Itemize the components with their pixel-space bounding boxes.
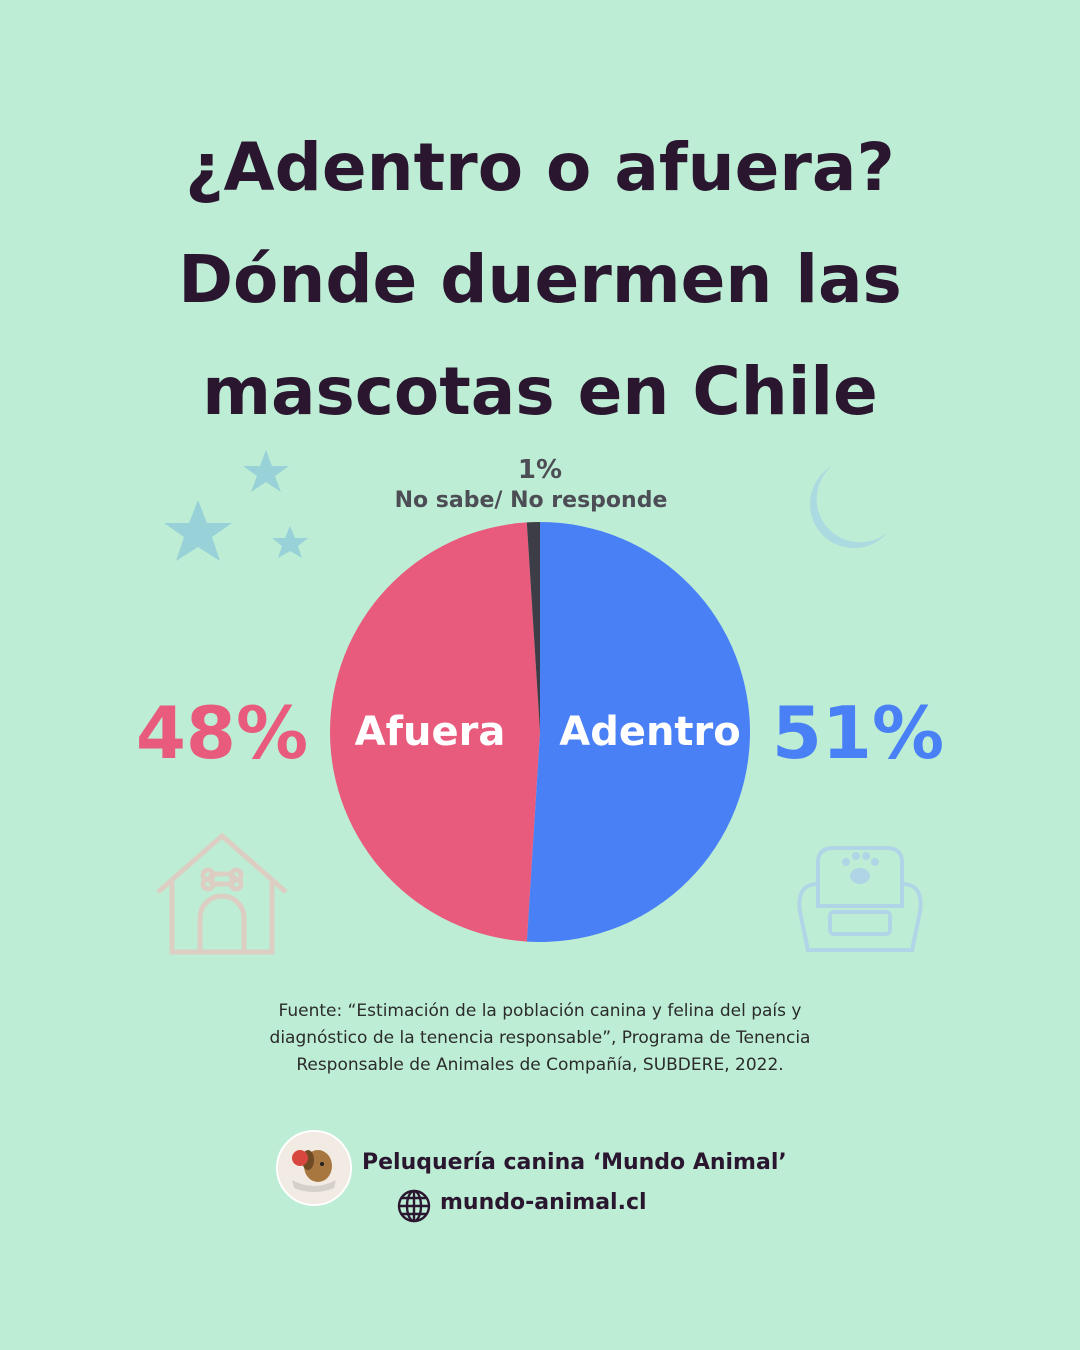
value-label-afuera: 48% [136,691,308,775]
star-icon [164,500,232,561]
pie-slice-afuera [329,522,540,942]
moon-icon [809,466,888,549]
title-line-3: mascotas en Chile [202,353,878,430]
page-title: ¿Adentro o afuera? Dónde duermen las mas… [0,112,1080,448]
source-line-2: diagnóstico de la tenencia responsable”,… [269,1028,811,1048]
source-line-3: Responsable de Animales de Compañía, SUB… [296,1055,784,1075]
source-note: Fuente: “Estimación de la población cani… [200,998,880,1079]
brand-footer: Peluquería canina ‘Mundo Animal’ mundo-a… [276,1130,836,1230]
doghouse-icon [156,832,288,955]
slice-label-afuera: Afuera [355,709,506,755]
star-icon [243,450,289,492]
globe-icon [397,1189,431,1223]
pet-bed-icon [797,846,923,952]
source-line-1: Fuente: “Estimación de la población cani… [278,1001,802,1021]
stars-icon [164,450,308,561]
brand-name: Peluquería canina ‘Mundo Animal’ [362,1150,787,1175]
title-line-2: Dónde duermen las [178,241,902,318]
value-label-adentro: 51% [772,691,944,775]
title-line-1: ¿Adentro o afuera? [185,129,895,206]
slice-label-adentro: Adentro [559,709,741,755]
pie-slice-no-sabe-no-responde [526,522,540,732]
star-icon [272,526,308,558]
website-text: mundo-animal.cl [440,1190,647,1215]
pie-slice-adentro [526,522,750,943]
slice-label-nsnr: No sabe/ No responde [395,488,668,513]
logo-icon [276,1130,352,1206]
value-label-nsnr: 1% [518,455,562,485]
